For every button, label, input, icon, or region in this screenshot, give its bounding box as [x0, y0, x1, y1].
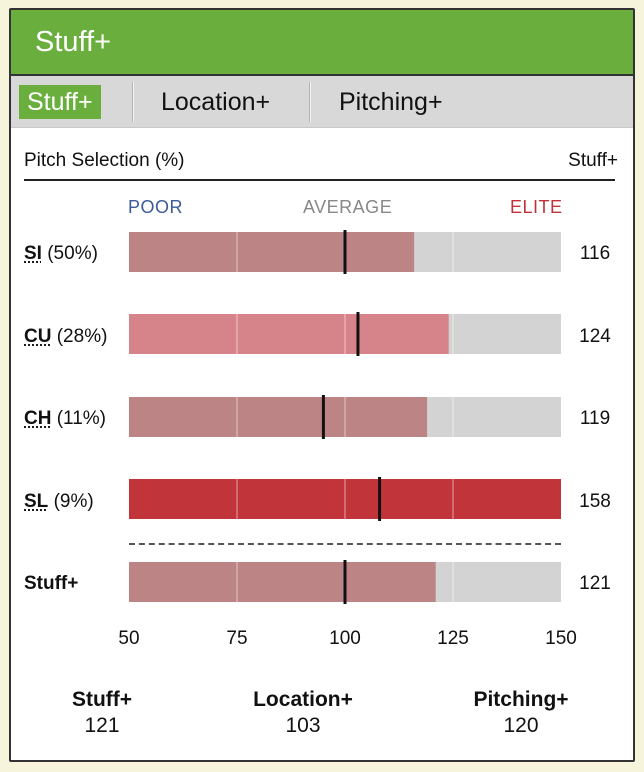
pitch-abbr-si[interactable]: SI	[24, 243, 42, 264]
bar-si	[129, 232, 415, 272]
x-tick-label: 50	[118, 628, 140, 649]
summary-value: 120	[503, 714, 539, 737]
bar-cu	[129, 314, 449, 354]
page-title: Stuff+	[35, 26, 112, 58]
pitch-abbr-sl[interactable]: SL	[24, 491, 49, 512]
summary-name: Pitching+	[473, 688, 569, 711]
summary-divider	[129, 543, 561, 545]
summary-stuff-plus: Stuff+ 121	[22, 688, 182, 738]
summary-value: 103	[285, 714, 321, 737]
elite-label: ELITE	[510, 197, 563, 217]
pitch-pct-cu: (28%)	[56, 326, 108, 347]
stuff-plus-column-header: Stuff+	[568, 150, 618, 171]
row-value-sl: 158	[579, 491, 611, 512]
tab-bar: Stuff+ Location+ Pitching+	[11, 76, 633, 128]
x-tick-label: 75	[226, 628, 248, 649]
row-label-stuff-plus: Stuff+	[24, 573, 78, 595]
pitch-pct-sl: (9%)	[53, 491, 94, 512]
row-value-stuff-plus: 121	[579, 573, 611, 594]
stuff-plus-card: Stuff+ Stuff+ Location+ Pitching+ Pitch …	[9, 8, 635, 762]
average-marker-sl	[378, 477, 382, 521]
row-label-si[interactable]: SI (50%)	[24, 243, 98, 265]
tab-separator	[132, 82, 134, 122]
title-bar: Stuff+	[11, 10, 633, 76]
pitch-pct-si: (50%)	[47, 243, 98, 264]
average-marker-cu	[356, 312, 360, 356]
header-divider	[24, 179, 615, 181]
tab-location-plus[interactable]: Location+	[161, 88, 271, 116]
row-label-ch[interactable]: CH (11%)	[24, 408, 106, 430]
bar-ch	[129, 397, 428, 437]
row-value-cu: 124	[579, 326, 611, 347]
summary-name: Location+	[253, 688, 353, 711]
row-value-ch: 119	[579, 408, 611, 429]
summary-location-plus: Location+ 103	[223, 688, 383, 738]
average-label: AVERAGE	[303, 197, 393, 217]
tab-separator	[309, 82, 311, 122]
summary-value: 121	[84, 714, 120, 737]
row-label-cu[interactable]: CU (28%)	[24, 326, 107, 348]
average-marker-ch	[321, 395, 325, 439]
tab-pitching-plus[interactable]: Pitching+	[339, 88, 443, 116]
summary-pitching-plus: Pitching+ 120	[441, 688, 601, 738]
bar-chart	[129, 230, 561, 604]
pitch-pct-ch: (11%)	[56, 408, 107, 429]
pitch-selection-header: Pitch Selection (%)	[24, 150, 185, 171]
pitch-abbr-cu[interactable]: CU	[24, 326, 52, 347]
summary-name: Stuff+	[71, 688, 133, 711]
x-tick-label: 150	[545, 628, 577, 649]
x-tick-label: 125	[437, 628, 469, 649]
tab-stuff-plus[interactable]: Stuff+	[19, 85, 101, 119]
average-marker-si	[343, 230, 347, 274]
row-label-sl[interactable]: SL (9%)	[24, 491, 94, 513]
bar-stuff-plus	[129, 562, 436, 602]
poor-label: POOR	[128, 197, 184, 217]
row-value-si: 116	[579, 243, 611, 264]
summary-row-name: Stuff+	[24, 573, 79, 594]
average-marker-stuff-plus	[343, 560, 347, 604]
pitch-abbr-ch[interactable]: CH	[24, 408, 52, 429]
x-tick-label: 100	[329, 628, 361, 649]
